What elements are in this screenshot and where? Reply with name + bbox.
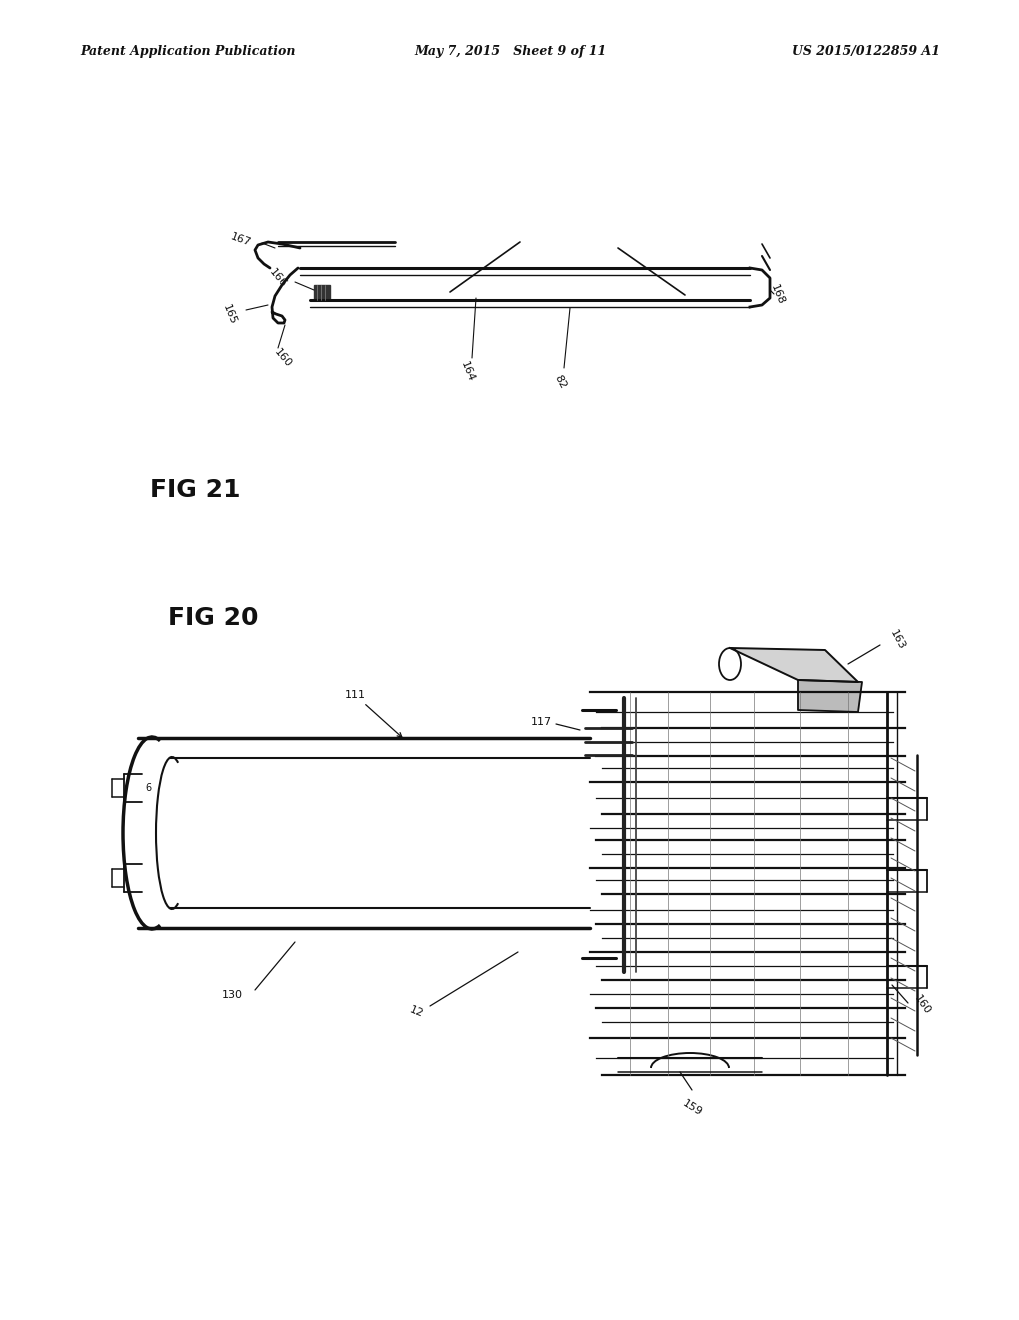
Text: FIG 21: FIG 21 — [150, 478, 240, 502]
Text: 12: 12 — [408, 1005, 425, 1019]
Polygon shape — [797, 680, 861, 711]
Text: 160: 160 — [272, 347, 292, 370]
Text: 117: 117 — [530, 717, 551, 727]
Text: Patent Application Publication: Patent Application Publication — [79, 45, 296, 58]
Polygon shape — [314, 285, 330, 300]
Text: 6: 6 — [145, 783, 151, 793]
Text: 164: 164 — [459, 360, 476, 384]
Text: 167: 167 — [228, 232, 252, 248]
Text: 163: 163 — [888, 628, 906, 652]
Text: FIG 20: FIG 20 — [168, 606, 258, 630]
Text: 165: 165 — [221, 304, 238, 326]
Text: US 2015/0122859 A1: US 2015/0122859 A1 — [791, 45, 940, 58]
Text: 82: 82 — [551, 374, 568, 391]
Text: 160: 160 — [911, 994, 931, 1016]
Text: 111: 111 — [344, 690, 401, 737]
Text: May 7, 2015   Sheet 9 of 11: May 7, 2015 Sheet 9 of 11 — [414, 45, 605, 58]
Text: 130: 130 — [222, 990, 243, 1001]
Text: 166: 166 — [267, 267, 287, 289]
Text: 168: 168 — [768, 284, 786, 306]
Polygon shape — [730, 648, 857, 682]
Text: 159: 159 — [680, 1098, 703, 1118]
